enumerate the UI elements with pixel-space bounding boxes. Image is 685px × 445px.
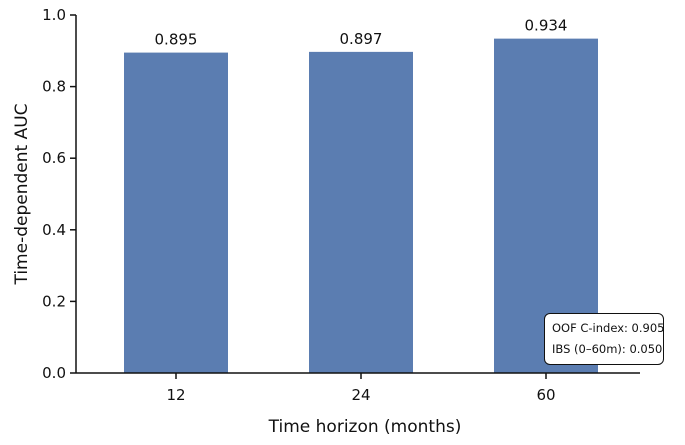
bars-group: [124, 38, 598, 374]
bar-value-label: 0.895: [155, 31, 198, 49]
y-tick-label: 0.6: [42, 149, 66, 167]
x-tick-label: 60: [536, 386, 555, 404]
y-ticks-group: 0.0 0.2 0.4 0.6 0.8 1.0: [42, 6, 76, 382]
y-tick-label: 0.0: [42, 364, 66, 382]
ibs-text: IBS (0–60m): 0.050: [552, 342, 663, 356]
y-tick-label: 0.4: [42, 221, 66, 239]
y-tick-label: 0.2: [42, 292, 66, 310]
bar-value-label: 0.934: [525, 17, 568, 35]
x-axis-title: Time horizon (months): [268, 417, 462, 437]
stats-annotation-box: OOF C-index: 0.905 IBS (0–60m): 0.050: [544, 313, 664, 365]
bar-12: [124, 52, 228, 374]
y-axis-title: Time-dependent AUC: [12, 103, 32, 285]
x-ticks-group: 12 24 60: [166, 373, 556, 404]
y-tick-label: 1.0: [42, 6, 66, 24]
bar-24: [309, 51, 413, 374]
c-index-text: OOF C-index: 0.905: [552, 321, 665, 335]
bar-labels-group: 0.895 0.897 0.934: [155, 17, 568, 49]
x-tick-label: 24: [351, 386, 370, 404]
bar-value-label: 0.897: [340, 30, 383, 48]
y-tick-label: 0.8: [42, 78, 66, 96]
x-tick-label: 12: [166, 386, 185, 404]
